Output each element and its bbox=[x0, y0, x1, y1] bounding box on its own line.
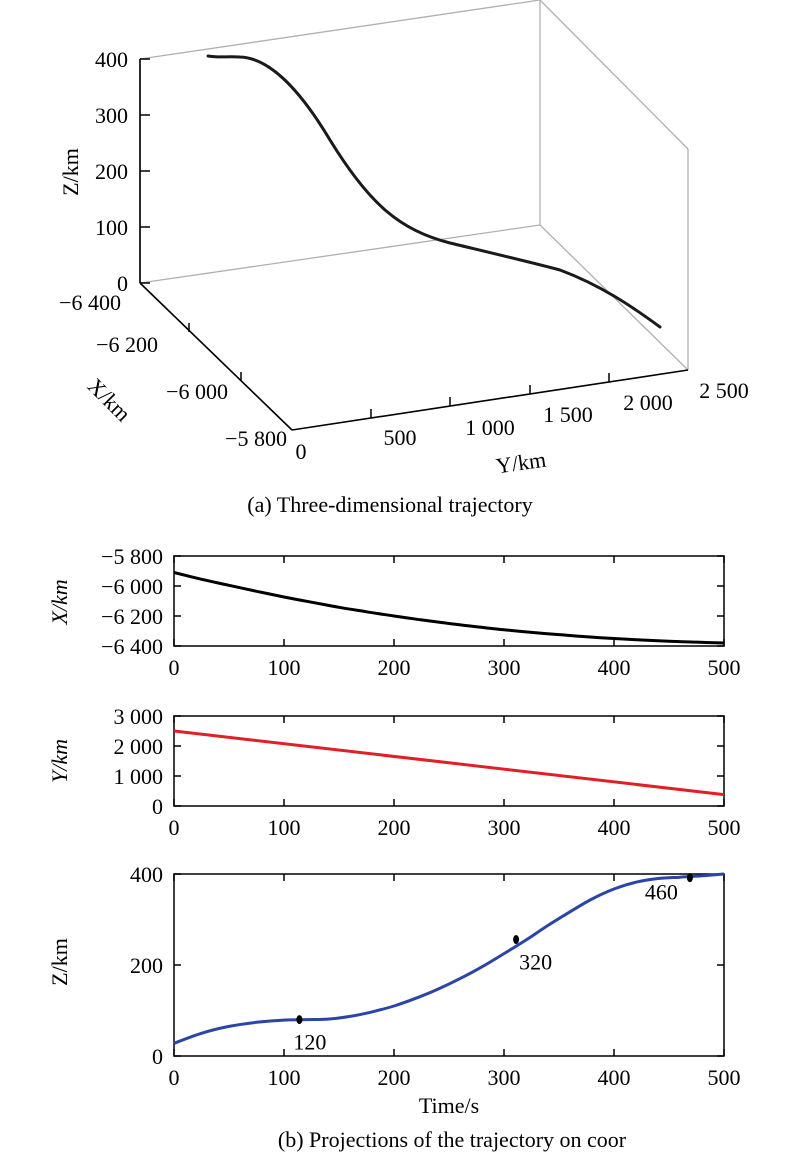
panel-z-x-tick-labels: 0 100 200 300 400 500 bbox=[169, 1065, 741, 1090]
plot-3d-ticks bbox=[140, 58, 610, 418]
y-tick-label: 2 000 bbox=[114, 734, 164, 759]
x-tick-label: 0 bbox=[169, 1065, 180, 1090]
panel-y-ticks bbox=[173, 715, 725, 807]
panel-x-ylabel: X/km bbox=[47, 579, 72, 625]
x-tick-label: 400 bbox=[598, 1065, 631, 1090]
y-tick-label: 500 bbox=[384, 425, 417, 450]
panel-y-frame bbox=[173, 715, 725, 807]
x-tick-label: 100 bbox=[268, 815, 301, 840]
trajectory-marker bbox=[296, 1015, 303, 1025]
marker-label: 320 bbox=[519, 950, 552, 975]
x-tick-label: 200 bbox=[378, 815, 411, 840]
z-tick-label: 200 bbox=[95, 159, 128, 184]
panel-y-series-line bbox=[173, 729, 725, 797]
x-tick-label: 500 bbox=[708, 815, 741, 840]
trajectory-3d-line bbox=[206, 54, 662, 329]
y-tick-label: 0 bbox=[152, 794, 163, 819]
y-tick-label: 1 000 bbox=[114, 764, 164, 789]
x-tick-label: 100 bbox=[268, 655, 301, 680]
marker-label: 120 bbox=[293, 1030, 326, 1055]
panel-y-y-tick-labels: 3 000 2 000 1 000 0 bbox=[114, 704, 164, 819]
y-tick-label: 2 000 bbox=[623, 390, 673, 415]
panel-x-x-tick-labels: 0 100 200 300 400 500 bbox=[169, 655, 741, 680]
y-tick-label: 400 bbox=[130, 862, 163, 887]
y-tick-label: 200 bbox=[130, 953, 163, 978]
marker-label: 460 bbox=[645, 880, 678, 905]
x-tick-label: 200 bbox=[378, 655, 411, 680]
x-tick-label: 300 bbox=[488, 1065, 521, 1090]
x-tick-label: 100 bbox=[268, 1065, 301, 1090]
y-tick-label: 3 000 bbox=[114, 704, 164, 729]
y-tick-label: 0 bbox=[296, 439, 307, 464]
z-tick-label: 0 bbox=[117, 271, 128, 296]
x-tick-label: 300 bbox=[488, 655, 521, 680]
x-tick-label: 400 bbox=[598, 655, 631, 680]
panel-z-y-tick-labels: 400 200 0 bbox=[130, 862, 163, 1069]
y-tick-label: −6 000 bbox=[101, 574, 163, 599]
z-axis-title: Z/km bbox=[58, 148, 83, 196]
plot-3d-box-front bbox=[139, 59, 689, 431]
trajectory-marker bbox=[513, 935, 520, 945]
x-tick-label: 200 bbox=[378, 1065, 411, 1090]
y-tick-label: −6 400 bbox=[101, 634, 163, 659]
z-tick-label: 100 bbox=[95, 215, 128, 240]
plot-2d: −5 800 −6 000 −6 200 −6 400 0 100 200 300 400 50… bbox=[47, 544, 741, 1152]
panel-z-ylabel: Z/km bbox=[47, 938, 72, 986]
caption-b: (b) Projections of the trajectory on coo… bbox=[278, 1127, 627, 1152]
x-tick-label: 0 bbox=[169, 655, 180, 680]
x-tick-label: −6 200 bbox=[96, 332, 158, 357]
y-tick-label: −5 800 bbox=[101, 544, 163, 569]
x-tick-label: 300 bbox=[488, 815, 521, 840]
panel-z-ticks bbox=[173, 873, 725, 1057]
y-tick-label: 2 500 bbox=[699, 378, 749, 403]
panel-y-ylabel: Y/km bbox=[47, 739, 72, 783]
y-axis-title: Y/km bbox=[494, 447, 547, 479]
panel-z-markers: 120 320 460 bbox=[293, 873, 693, 1055]
y-tick-label: 1 000 bbox=[465, 415, 515, 440]
x-tick-label: 0 bbox=[169, 815, 180, 840]
panel-x-series-line bbox=[173, 571, 725, 645]
x-tick-label: 500 bbox=[708, 655, 741, 680]
z-tick-label: 300 bbox=[95, 103, 128, 128]
x-tick-label: 400 bbox=[598, 815, 631, 840]
panel-x-ticks bbox=[173, 555, 725, 647]
x-tick-label: 500 bbox=[708, 1065, 741, 1090]
y-tick-label: 0 bbox=[152, 1044, 163, 1069]
x-tick-label: −6 000 bbox=[166, 379, 228, 404]
panel-x-frame bbox=[173, 555, 725, 647]
panel-y-x-tick-labels: 0 100 200 300 400 500 bbox=[169, 815, 741, 840]
z-tick-label: 400 bbox=[95, 47, 128, 72]
time-axis-title: Time/s bbox=[419, 1093, 479, 1118]
plot-3d: 400 300 200 100 0 −6 400 −6 200 −6 000 −… bbox=[58, 0, 749, 517]
panel-x-y-tick-labels: −5 800 −6 000 −6 200 −6 400 bbox=[101, 544, 163, 659]
y-tick-label: 1 500 bbox=[543, 402, 593, 427]
panel-z-series-line bbox=[173, 872, 725, 1045]
x-tick-label: −5 800 bbox=[225, 426, 287, 451]
x-tick-label: −6 400 bbox=[59, 290, 121, 315]
panel-z-frame bbox=[173, 873, 725, 1057]
x-axis-title: X/km bbox=[83, 373, 136, 426]
caption-a: (a) Three-dimensional trajectory bbox=[247, 492, 532, 517]
y-tick-label: −6 200 bbox=[101, 604, 163, 629]
trajectory-marker bbox=[686, 873, 693, 883]
